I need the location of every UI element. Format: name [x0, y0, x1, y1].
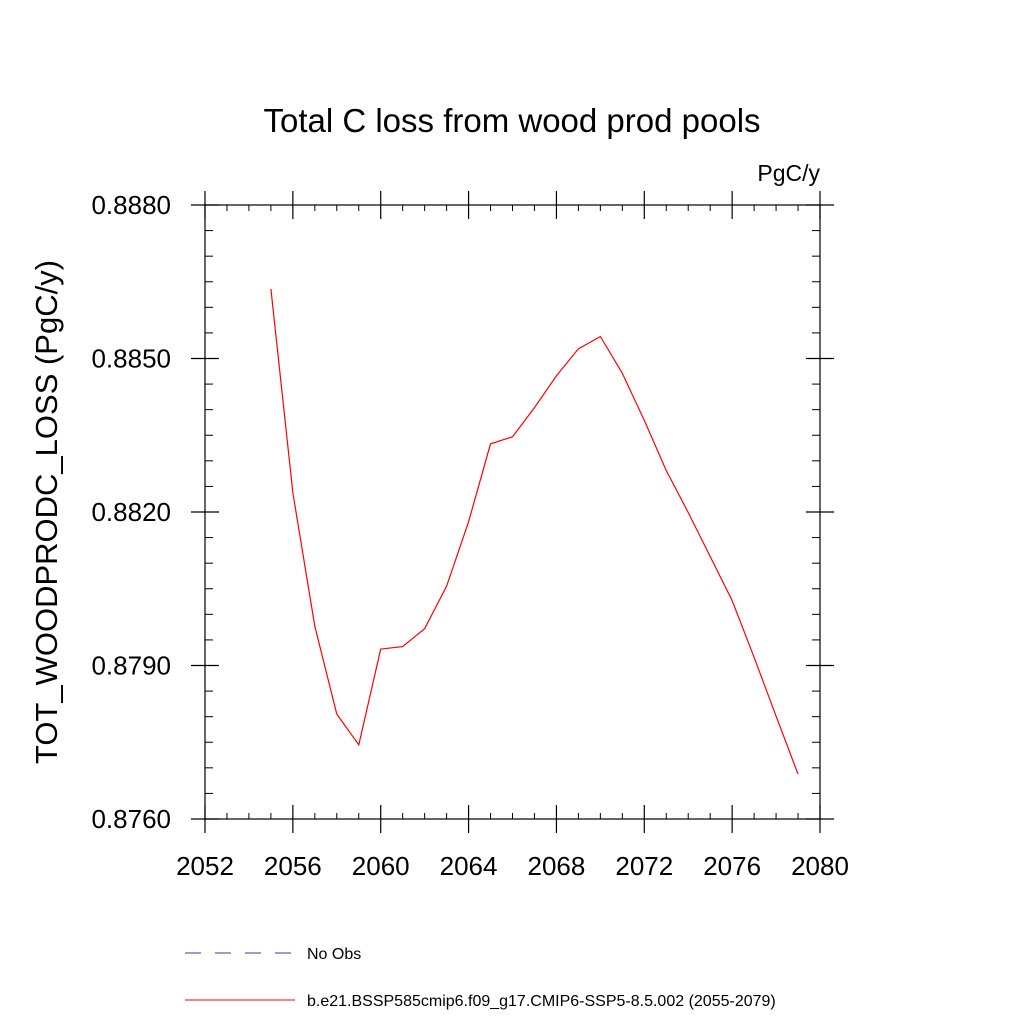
major-ticks	[191, 191, 834, 833]
x-tick-labels: 2052 2056 2060 2064 2068 2072 2076 2080	[176, 851, 849, 881]
x-tick-label: 2068	[528, 851, 586, 881]
chart-title: Total C loss from wood prod pools	[263, 102, 760, 139]
legend: No Obs b.e21.BSSP585cmip6.f09_g17.CMIP6-…	[185, 946, 776, 1010]
y-tick-label: 0.8850	[91, 344, 171, 374]
x-tick-label: 2080	[791, 851, 849, 881]
y-tick-label: 0.8760	[91, 804, 171, 834]
x-tick-label: 2060	[352, 851, 410, 881]
y-tick-label: 0.8880	[91, 190, 171, 220]
x-tick-label: 2076	[703, 851, 761, 881]
legend-entry-model-run: b.e21.BSSP585cmip6.f09_g17.CMIP6-SSP5-8.…	[307, 993, 776, 1010]
x-tick-label: 2056	[264, 851, 322, 881]
y-axis-label: TOT_WOODPRODC_LOSS (PgC/y)	[29, 260, 64, 764]
legend-entry-no-obs: No Obs	[307, 946, 361, 963]
y-tick-label: 0.8790	[91, 651, 171, 681]
minor-ticks	[205, 205, 820, 819]
y-tick-labels: 0.8760 0.8790 0.8820 0.8850 0.8880	[91, 190, 171, 834]
y-tick-label: 0.8820	[91, 497, 171, 527]
series-line-1	[270, 288, 799, 775]
x-tick-label: 2072	[615, 851, 673, 881]
x-tick-label: 2064	[440, 851, 498, 881]
x-tick-label: 2052	[176, 851, 234, 881]
plot-frame	[204, 204, 821, 820]
units-label: PgC/y	[757, 160, 820, 186]
series-lines	[270, 288, 799, 775]
